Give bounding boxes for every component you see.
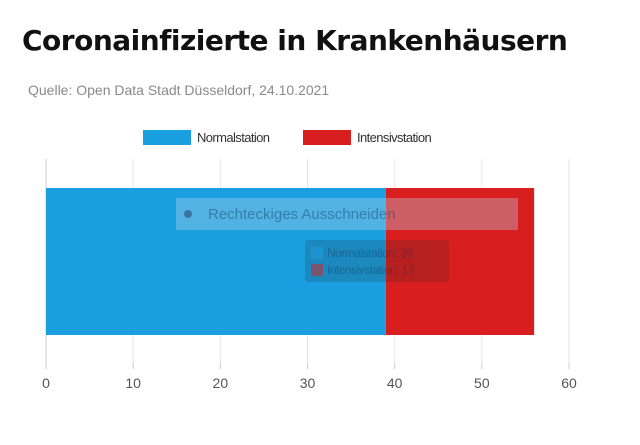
tick-label-x-60: 60	[561, 375, 577, 391]
tick-label-x-20: 20	[213, 375, 229, 391]
legend-swatch-normalstation	[143, 130, 191, 145]
tick-label-x-10: 10	[125, 375, 141, 391]
scissors-icon	[184, 210, 192, 218]
chart-tooltip: Normalstation: 39 Intensivstation: 17	[305, 240, 449, 282]
legend-item-intensivstation[interactable]: Intensivstation	[303, 130, 432, 145]
bar-normalstation	[46, 188, 386, 335]
tooltip-label-normalstation: Normalstation: 39	[327, 246, 413, 260]
tick-label-x-0: 0	[42, 375, 50, 391]
legend-label-intensivstation: Intensivstation	[357, 130, 432, 145]
snipping-mode-label: Rechteckiges Ausschneiden	[208, 205, 396, 223]
tick-label-x-30: 30	[300, 375, 316, 391]
tick-label-x-50: 50	[474, 375, 490, 391]
snipping-toolbar[interactable]: Rechteckiges Ausschneiden	[176, 198, 518, 230]
tick-label-x-40: 40	[387, 375, 403, 391]
bar-intensivstation	[385, 188, 535, 335]
tooltip-swatch-intensivstation	[311, 264, 323, 276]
legend-swatch-intensivstation	[303, 130, 351, 145]
chart-source: Quelle: Open Data Stadt Düsseldorf, 24.1…	[28, 82, 330, 98]
legend-label-normalstation: Normalstation	[197, 130, 270, 145]
chart-legend: Normalstation Intensivstation	[0, 130, 640, 150]
tooltip-row-normalstation: Normalstation: 39	[311, 246, 413, 260]
legend-item-normalstation[interactable]: Normalstation	[143, 130, 270, 145]
tooltip-swatch-normalstation	[311, 247, 323, 259]
tooltip-row-intensivstation: Intensivstation: 17	[311, 263, 415, 277]
tooltip-label-intensivstation: Intensivstation: 17	[327, 263, 415, 277]
chart-title: Coronainfizierte in Krankenhäusern	[22, 24, 568, 57]
